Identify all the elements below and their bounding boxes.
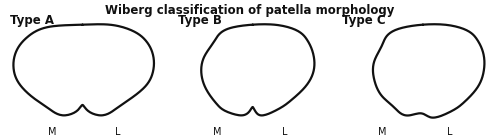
Text: L: L (448, 127, 453, 137)
Text: Type C: Type C (342, 14, 386, 27)
Text: Wiberg classification of patella morphology: Wiberg classification of patella morphol… (106, 4, 395, 17)
Text: L: L (282, 127, 288, 137)
Text: Type A: Type A (10, 14, 54, 27)
Text: M: M (213, 127, 222, 137)
Text: M: M (378, 127, 387, 137)
Text: L: L (115, 127, 120, 137)
Text: Type B: Type B (178, 14, 222, 27)
Text: M: M (48, 127, 57, 137)
